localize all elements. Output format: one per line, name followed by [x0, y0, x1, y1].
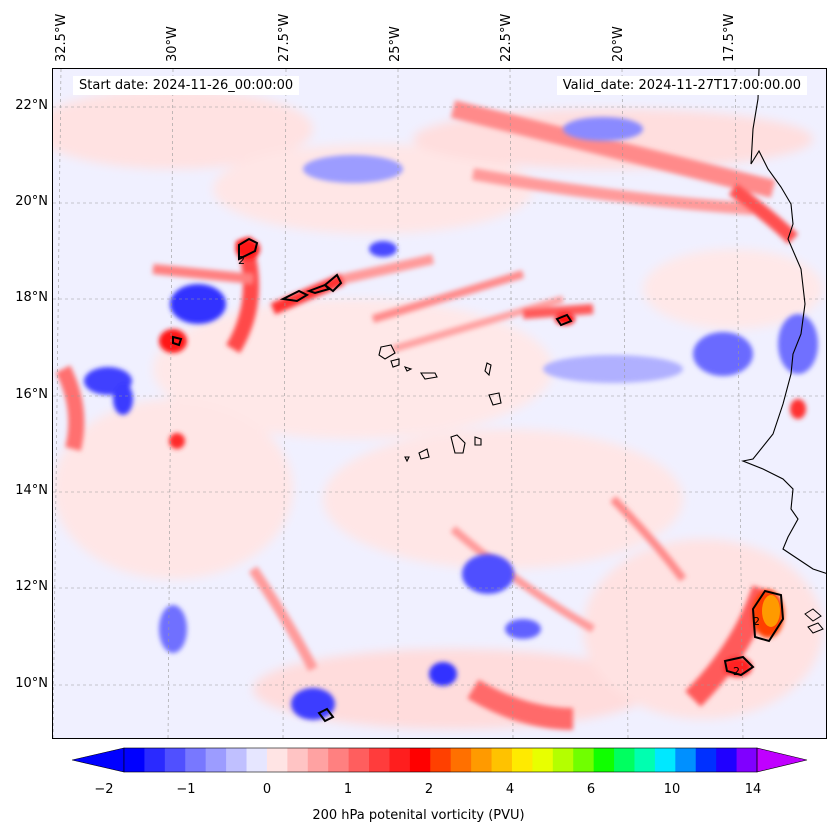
colorbar-tick-label: −2: [94, 782, 114, 797]
colorbar-swatch: [552, 748, 574, 772]
contour-label: 2: [238, 254, 245, 267]
start-date-label: Start date: 2024-11-26_00:00:00: [73, 76, 300, 95]
contour-label: 2: [753, 615, 760, 628]
pv-background-patches: [53, 89, 823, 729]
colorbar-swatch: [450, 748, 472, 772]
colorbar-swatch: [124, 748, 145, 772]
colorbar-swatch: [430, 748, 452, 772]
pv-2-contours: [172, 237, 785, 723]
colorbar-swatch: [716, 748, 738, 772]
colorbar-over-arrow: [756, 747, 808, 773]
colorbar-swatch: [164, 748, 186, 772]
colorbar-under-arrow: [72, 747, 125, 773]
colorbar-title: 200 hPa potenital vorticity (PVU): [312, 808, 525, 823]
colorbar-swatch: [348, 748, 370, 772]
lon-label: 17.5°W: [722, 13, 737, 62]
colorbar-swatch: [654, 748, 676, 772]
colorbar-swatch: [185, 748, 207, 772]
colorbar-swatch: [266, 748, 288, 772]
lat-label: 22°N: [15, 98, 48, 113]
lat-label: 16°N: [15, 387, 48, 402]
lon-label: 20°W: [611, 26, 626, 62]
colorbar-swatch: [369, 748, 390, 772]
colorbar-swatch: [634, 748, 656, 772]
lon-label: 32.5°W: [54, 13, 69, 62]
lat-label: 18°N: [15, 290, 48, 305]
africa-coastline-islands: [804, 608, 824, 634]
colorbar-swatch: [471, 748, 493, 772]
lat-label: 14°N: [15, 483, 48, 498]
colorbar-swatch: [246, 748, 268, 772]
colorbar-tick-label: 2: [424, 782, 434, 797]
pv-negative-patches: [84, 117, 818, 720]
pv-field-map: 2 2 2: [53, 69, 826, 738]
colorbar-swatch: [389, 748, 411, 772]
colorbar-tick-label: 0: [262, 782, 272, 797]
colorbar-tick-label: 4: [505, 782, 515, 797]
lon-label: 30°W: [165, 26, 180, 62]
colorbar-swatch: [675, 748, 697, 772]
africa-coastline: [741, 69, 826, 574]
valid-date-label: Valid_date: 2024-11-27T17:00:00.00: [556, 76, 807, 95]
lon-label: 27.5°W: [277, 13, 292, 62]
colorbar-swatch: [511, 748, 533, 772]
colorbar-swatch: [736, 748, 758, 772]
lat-label: 20°N: [15, 194, 48, 209]
map-panel: 2 2 2: [52, 68, 827, 739]
colorbar-swatch: [409, 748, 431, 772]
pv-peak-orange: [762, 595, 780, 627]
colorbar-swatch: [614, 748, 635, 772]
lon-label: 22.5°W: [499, 13, 514, 62]
colorbar-frame: [123, 747, 758, 773]
lon-label: 25°W: [388, 26, 403, 62]
colorbar-tick-label: 6: [586, 782, 596, 797]
colorbar-swatch: [532, 748, 554, 772]
colorbar-swatch: [205, 748, 227, 772]
colorbar-swatch: [491, 748, 513, 772]
lat-label: 12°N: [15, 579, 48, 594]
colorbar-tick-label: 14: [744, 782, 762, 797]
colorbar-swatch: [307, 748, 329, 772]
colorbar-swatch: [695, 748, 717, 772]
cape-verde-islands: [378, 344, 502, 463]
graticule: [53, 69, 826, 738]
colorbar-tick-label: 10: [663, 782, 681, 797]
colorbar-tick-label: −1: [176, 782, 196, 797]
colorbar-swatch: [144, 748, 166, 772]
colorbar: [72, 747, 808, 773]
contour-label: 2: [733, 665, 740, 678]
colorbar-tick-label: 1: [343, 782, 353, 797]
lat-label: 10°N: [15, 676, 48, 691]
colorbar-swatch: [287, 748, 309, 772]
colorbar-swatch: [328, 748, 350, 772]
colorbar-swatch: [226, 748, 248, 772]
colorbar-swatch: [573, 748, 595, 772]
colorbar-swatch: [593, 748, 615, 772]
